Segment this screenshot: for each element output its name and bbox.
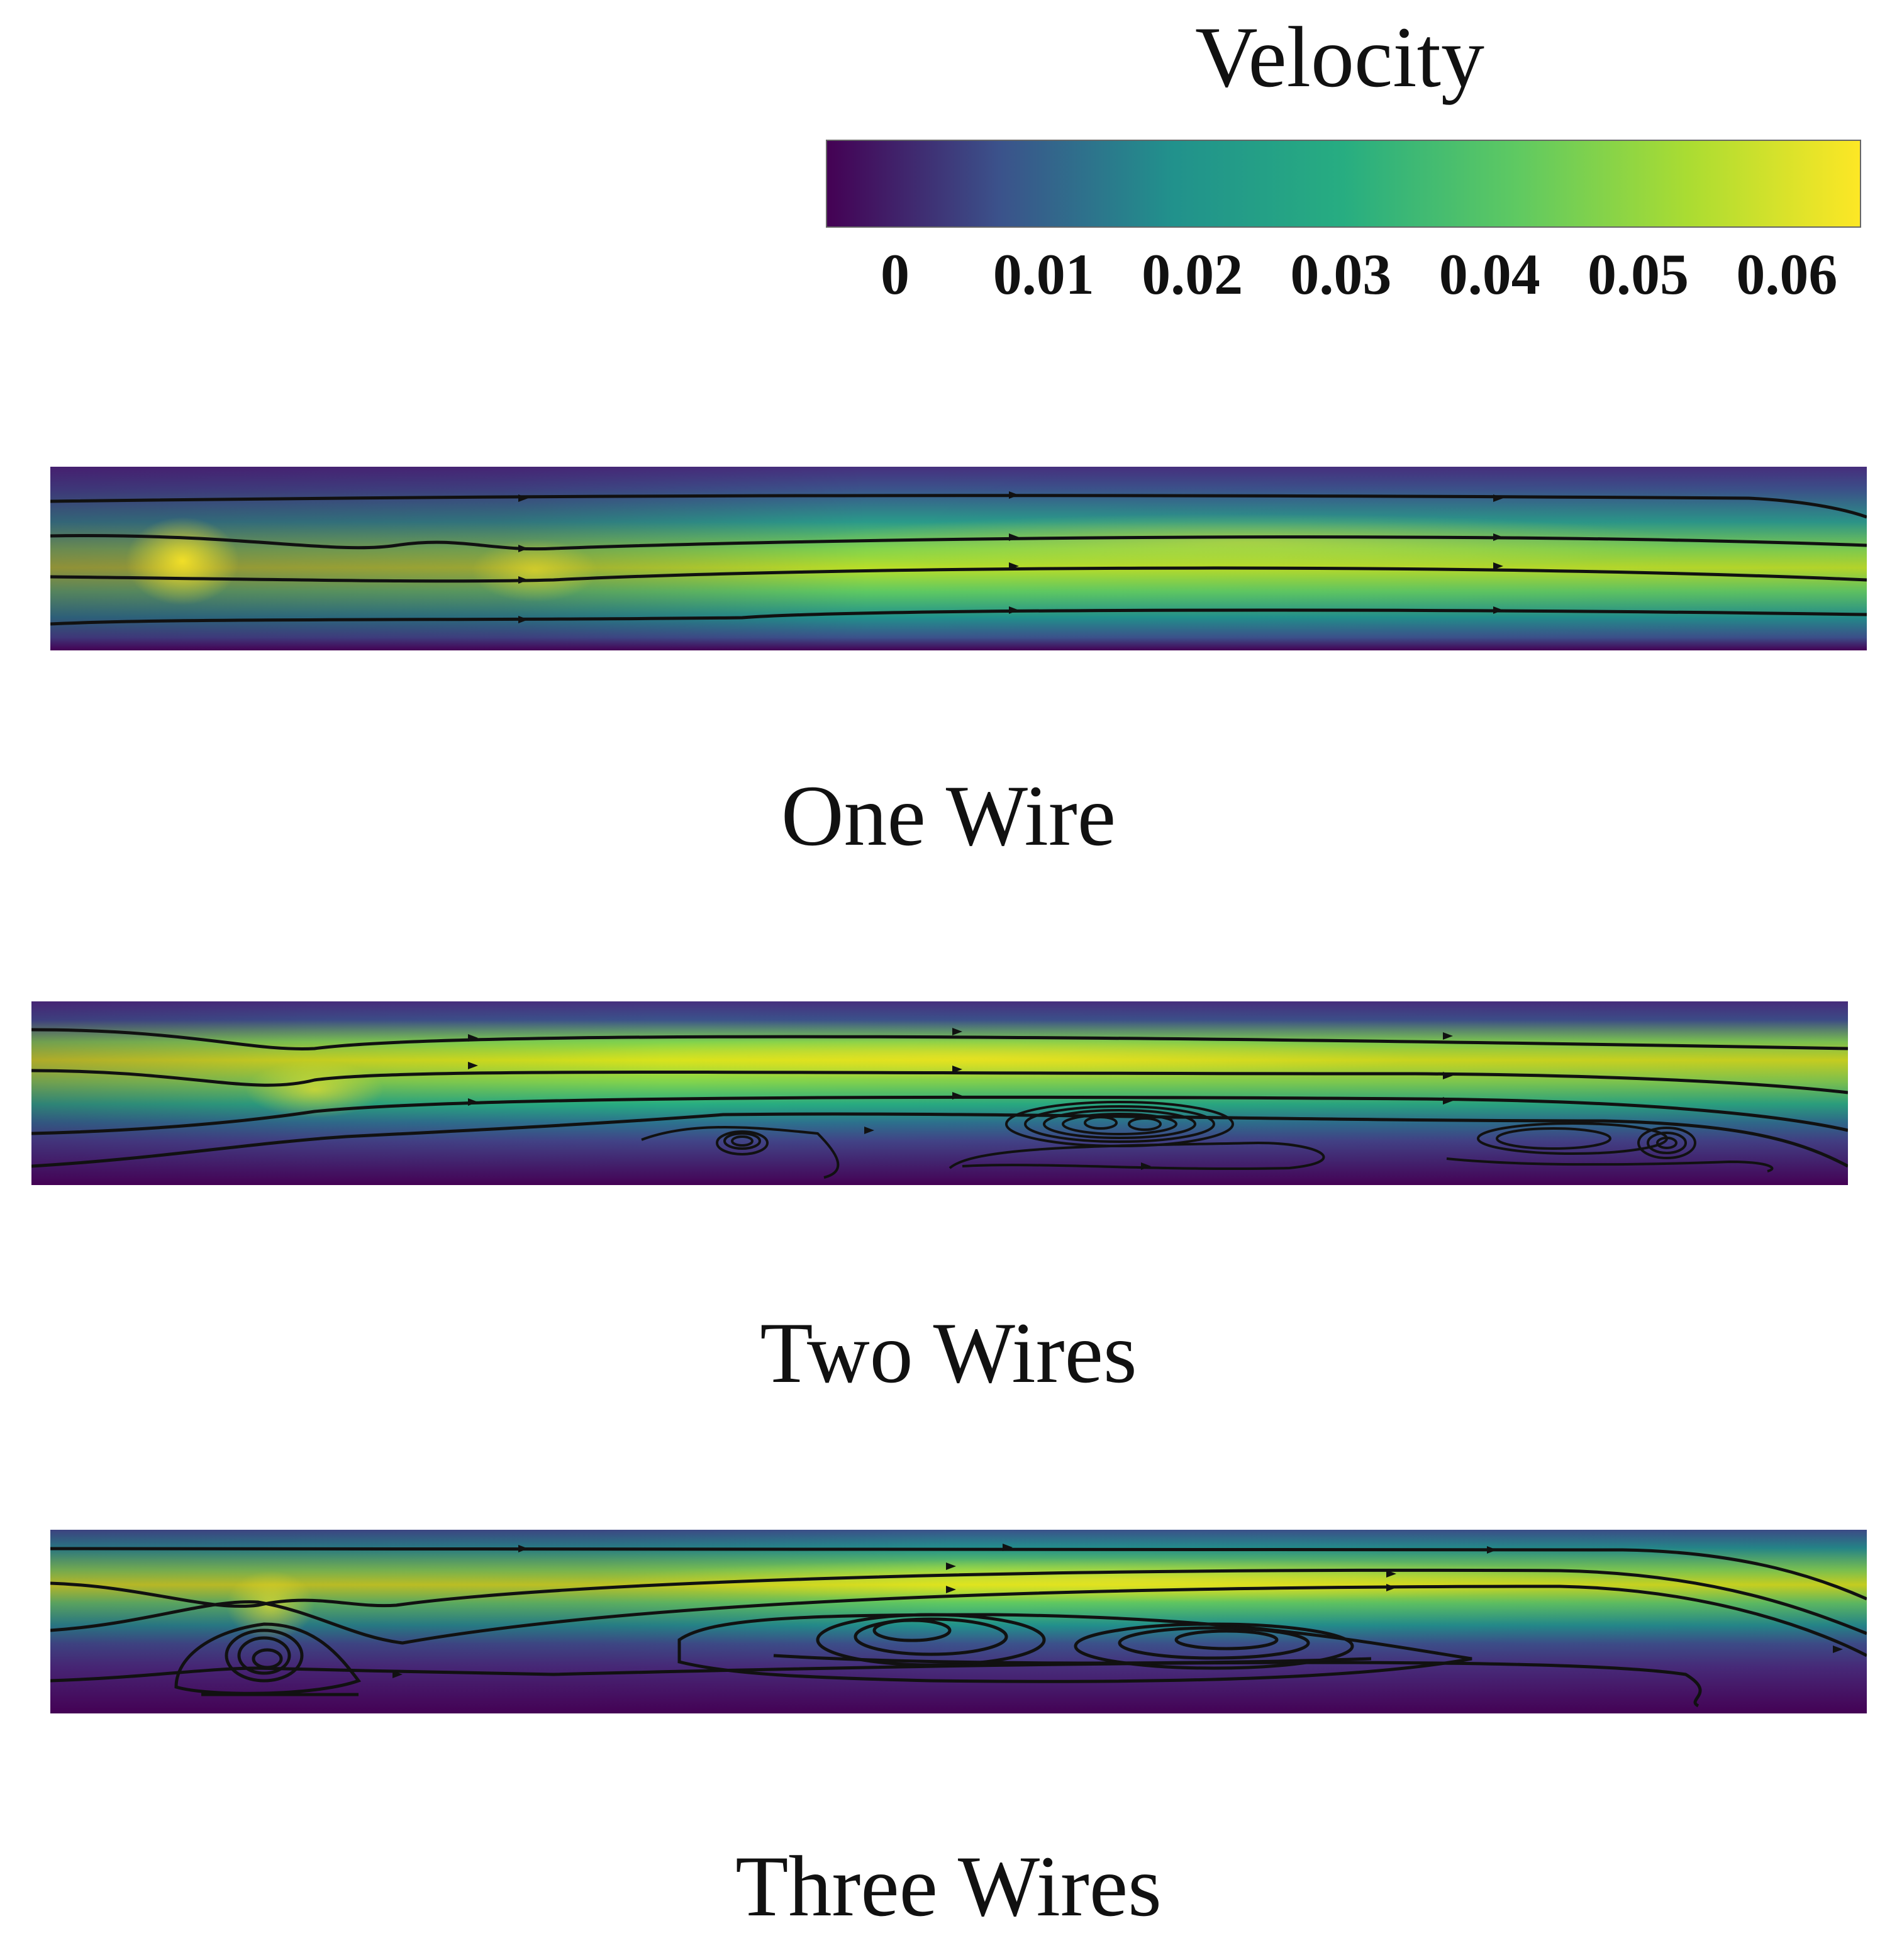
streamlines [50,494,1867,626]
flow-panel-one-wire [50,467,1867,650]
streamline-arrows [518,491,1503,623]
panel-caption-one-wire: One Wire [781,767,1116,864]
colorbar-tick-label: 0.06 [1736,242,1838,306]
colorbar-tick-label: 0.03 [1290,242,1392,306]
streamline-arrows [468,1028,1453,1170]
colorbar-gradient [826,140,1861,228]
colorbar-tick-label: 0.05 [1588,242,1689,306]
colorbar-tick-label: 0 [881,242,910,306]
colorbar-tick-label: 0.01 [993,242,1094,306]
streamline-arrows [392,1544,1843,1678]
colorbar-tick-label: 0.02 [1142,242,1243,306]
colorbar-title: Velocity [1195,9,1484,105]
streamlines [31,1028,1848,1168]
recirculation-vortices [174,1613,1472,1696]
panel-caption-three-wires: Three Wires [735,1838,1162,1934]
flow-panel-three-wires [50,1530,1867,1713]
recirculation-vortices [641,1101,1774,1179]
streamlines [50,1547,1867,1708]
panel-caption-two-wires: Two Wires [760,1305,1137,1401]
colorbar-tick-label: 0.04 [1438,242,1540,306]
flow-panel-two-wires [31,1001,1848,1185]
